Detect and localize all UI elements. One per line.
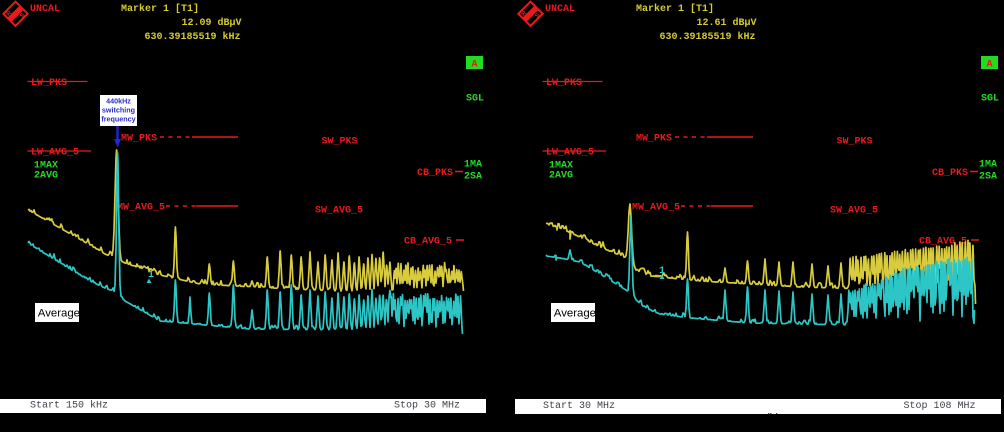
svg-text:Start 30 MHz: Start 30 MHz bbox=[543, 401, 615, 412]
svg-text:1: 1 bbox=[659, 266, 665, 277]
svg-text:S: S bbox=[19, 12, 26, 19]
svg-text:LW_AVG_5: LW_AVG_5 bbox=[31, 147, 79, 158]
svg-text:R: R bbox=[6, 10, 14, 18]
svg-text:630.39185519 kHz: 630.39185519 kHz bbox=[144, 31, 240, 43]
svg-text:CB_AVG_5: CB_AVG_5 bbox=[919, 237, 967, 248]
svg-text:2AVG: 2AVG bbox=[549, 170, 573, 181]
svg-text:S: S bbox=[534, 12, 541, 19]
svg-text:1MA: 1MA bbox=[979, 160, 997, 171]
svg-text:Start 150 kHz: Start 150 kHz bbox=[30, 400, 108, 412]
svg-text:12.61 dBµV: 12.61 dBµV bbox=[696, 17, 756, 29]
svg-text:Marker 1 [T1]: Marker 1 [T1] bbox=[636, 3, 714, 15]
svg-text:SW_PKS: SW_PKS bbox=[322, 137, 358, 148]
svg-text:switching: switching bbox=[102, 106, 135, 115]
svg-text:CB_PKS: CB_PKS bbox=[932, 168, 968, 179]
svg-text:UNCAL: UNCAL bbox=[545, 4, 575, 15]
svg-text:1MAX: 1MAX bbox=[549, 160, 573, 171]
svg-text:Marker 1 [T1]: Marker 1 [T1] bbox=[121, 3, 199, 15]
svg-text:630.39185519 kHz: 630.39185519 kHz bbox=[659, 31, 755, 43]
svg-text:LW_AVG_5: LW_AVG_5 bbox=[546, 147, 594, 158]
svg-text:LW_PKS: LW_PKS bbox=[546, 78, 582, 89]
svg-text:SGL: SGL bbox=[981, 94, 999, 105]
svg-text:A: A bbox=[471, 60, 477, 71]
svg-text:Average: Average bbox=[554, 308, 596, 320]
svg-text:(b): (b) bbox=[766, 412, 779, 424]
svg-text:1: 1 bbox=[148, 270, 154, 281]
svg-text:CB_PKS: CB_PKS bbox=[417, 168, 453, 179]
svg-text:MW_AVG_5: MW_AVG_5 bbox=[117, 203, 165, 214]
svg-text:MW_PKS: MW_PKS bbox=[121, 134, 157, 145]
svg-text:Stop 30 MHz: Stop 30 MHz bbox=[394, 401, 460, 412]
svg-text:R: R bbox=[521, 10, 529, 18]
svg-text:440kHz: 440kHz bbox=[106, 97, 131, 106]
svg-text:CB_AVG_5: CB_AVG_5 bbox=[404, 237, 452, 248]
svg-text:SW_PKS: SW_PKS bbox=[837, 137, 873, 148]
svg-text:MW_PKS: MW_PKS bbox=[636, 134, 672, 145]
svg-text:MW_AVG_5: MW_AVG_5 bbox=[632, 203, 680, 214]
svg-text:SGL: SGL bbox=[466, 94, 484, 105]
svg-text:2AVG: 2AVG bbox=[34, 170, 58, 181]
svg-text:LW_PKS: LW_PKS bbox=[31, 78, 67, 89]
svg-text:1MA: 1MA bbox=[464, 160, 482, 171]
svg-text:2SA: 2SA bbox=[464, 172, 482, 183]
svg-text:A: A bbox=[986, 60, 992, 71]
svg-text:2SA: 2SA bbox=[979, 172, 997, 183]
svg-text:frequency: frequency bbox=[101, 115, 135, 124]
svg-text:SW_AVG_5: SW_AVG_5 bbox=[315, 206, 363, 217]
svg-text:SW_AVG_5: SW_AVG_5 bbox=[830, 206, 878, 217]
svg-text:Stop 108 MHz: Stop 108 MHz bbox=[903, 401, 975, 412]
svg-text:Average: Average bbox=[38, 308, 80, 320]
svg-text:12.09 dBµV: 12.09 dBµV bbox=[181, 17, 241, 29]
svg-text:UNCAL: UNCAL bbox=[30, 4, 60, 15]
svg-text:1MAX: 1MAX bbox=[34, 160, 58, 171]
